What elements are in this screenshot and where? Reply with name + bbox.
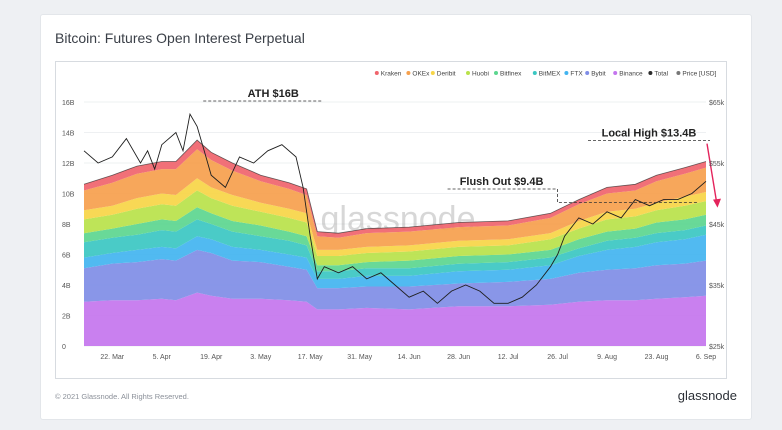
area-huobi <box>84 190 706 266</box>
area-okex <box>84 149 706 250</box>
x-axis: 22. Mar 5. Apr 19. Apr 3. May 17. May 31. May… <box>100 354 716 361</box>
legend-item: OKEx <box>406 71 430 78</box>
chart-frame: glassnode ATH $16B Flush Out $9.4B Local H… <box>55 61 727 379</box>
legend-label: OKEx <box>412 71 430 78</box>
legend-label: Kraken <box>381 71 402 78</box>
legend-label: Total <box>654 71 668 78</box>
y-left-tick-label: 0 <box>62 344 66 351</box>
x-tick-label: 22. Mar <box>100 354 124 361</box>
legend-item: Bitfinex <box>494 71 522 78</box>
y-right-tick-label: $25k <box>709 344 725 351</box>
local-high-label: Local High $13.4B <box>602 128 697 140</box>
legend-item: Binance <box>613 71 643 78</box>
legend-label: FTX <box>570 71 583 78</box>
y-left-tick-label: 4B <box>62 283 71 290</box>
legend-dot <box>532 71 537 75</box>
stacked-areas <box>83 139 707 346</box>
drawdown-arrow-line <box>706 143 718 205</box>
legend-item: Price [USD] <box>676 71 717 78</box>
x-tick-label: 19. Apr <box>200 354 223 361</box>
price-line <box>83 112 707 304</box>
legend-item: Huobi <box>466 71 489 78</box>
y-right-tick-label: $65k <box>709 100 725 107</box>
chart-title: Bitcoin: Futures Open Interest Perpetual <box>55 30 305 46</box>
area-binance <box>84 292 706 346</box>
legend-label: Huobi <box>472 71 489 78</box>
y-left-tick-label: 12B <box>62 161 75 168</box>
area-bybit <box>84 249 706 310</box>
legend-dot <box>585 71 590 75</box>
y-axis-right: $25k $35k $45k $55k $65k <box>709 100 725 351</box>
y-right-tick-label: $55k <box>709 161 725 168</box>
legend-dot <box>374 71 379 75</box>
y-left-tick-label: 8B <box>62 222 71 229</box>
legend-item: Kraken <box>374 71 402 78</box>
chart-legend: Price [USD] Total Binance Bybit FTX BitMEX Bit… <box>374 71 717 78</box>
legend-label: Price [USD] <box>682 71 716 78</box>
legend-dot <box>494 71 498 75</box>
y-right-tick-label: $35k <box>709 283 725 290</box>
legend-dot <box>648 71 653 75</box>
legend-label: Deribit <box>437 71 456 78</box>
y-left-tick-label: 6B <box>62 253 71 260</box>
legend-item: BitMEX <box>532 71 561 78</box>
area-deribit <box>84 178 706 256</box>
x-tick-label: 9. Aug <box>597 354 617 361</box>
legend-dot <box>676 71 681 75</box>
legend-item: Bybit <box>585 71 606 78</box>
price-usd-line <box>83 112 707 304</box>
legend-dot <box>613 71 618 75</box>
x-tick-label: 31. May <box>347 354 372 361</box>
x-tick-label: 14. Jun <box>398 354 421 361</box>
legend-item: FTX <box>564 71 583 78</box>
area-bitmex <box>84 219 706 279</box>
area-ftx <box>84 234 706 289</box>
y-left-tick-label: 10B <box>62 192 75 199</box>
flush-out-marker-line <box>447 188 698 204</box>
flush-out-label: Flush Out $9.4B <box>460 176 544 188</box>
ath-label: ATH $16B <box>248 88 299 100</box>
legend-label: Bitfinex <box>500 71 522 78</box>
copyright-text: © 2021 Glassnode. All Rights Reserved. <box>55 392 189 401</box>
drawdown-arrow-head <box>713 198 721 208</box>
annotations: ATH $16B Flush Out $9.4B Local High $13.4B <box>203 88 721 208</box>
x-tick-label: 5. Apr <box>153 354 172 361</box>
legend-label: Bybit <box>591 71 606 78</box>
x-tick-label: 6. Sep <box>696 354 716 361</box>
chart-card: Bitcoin: Futures Open Interest Perpetual… <box>40 14 752 420</box>
legend-dot <box>466 71 470 75</box>
legend-dot <box>406 71 411 75</box>
legend-item: Total <box>648 71 669 78</box>
y-right-tick-label: $45k <box>709 222 725 229</box>
brand-logo: glassnode <box>677 388 737 403</box>
legend-label: BitMEX <box>539 71 561 78</box>
area-bitfinex <box>84 207 706 272</box>
y-axis-left: 0 2B 4B 6B 8B 10B 12B 14B 16B <box>62 100 75 351</box>
x-tick-label: 3. May <box>250 354 272 361</box>
x-tick-label: 17. May <box>298 354 323 361</box>
y-left-tick-label: 2B <box>62 314 71 321</box>
y-left-tick-label: 14B <box>62 131 75 138</box>
x-tick-label: 26. Jul <box>547 354 568 361</box>
legend-dot <box>564 71 569 75</box>
total-line <box>83 139 707 234</box>
legend-item: Deribit <box>430 71 456 78</box>
legend-dot <box>430 71 435 75</box>
x-tick-label: 28. Jun <box>447 354 470 361</box>
x-tick-label: 23. Aug <box>645 354 669 361</box>
legend-label: Binance <box>619 71 643 78</box>
x-tick-label: 12. Jul <box>498 354 519 361</box>
y-left-tick-label: 16B <box>62 100 75 107</box>
